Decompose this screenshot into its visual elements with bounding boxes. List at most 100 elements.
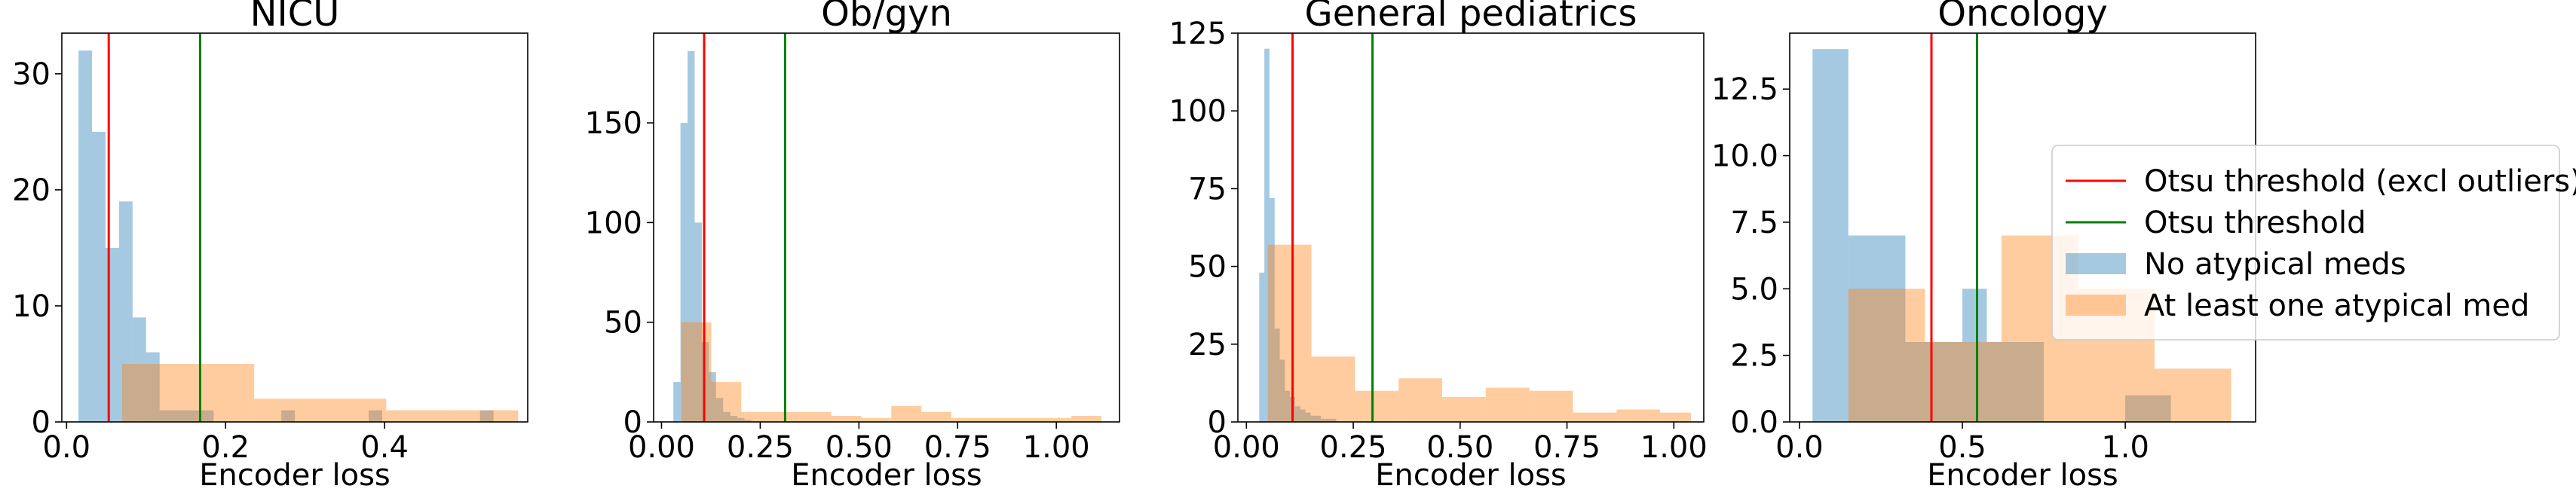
histogram-bar [1274,328,1280,422]
histogram-bar [1905,341,1963,422]
histogram-bar [1011,417,1042,422]
histogram-bar [188,363,255,422]
histogram-bar [186,410,201,422]
legend-patch-swatch [2066,253,2126,274]
x-tick-label: 0.0 [43,430,91,465]
x-tick-label: 0.75 [1533,430,1600,465]
histogram-bar [709,371,716,422]
axes-frame [1237,32,1705,423]
y-tick-label: 150 [585,106,642,141]
panel-2: 0.00 0.25 0.50 0.75 1.00 0 25 50 75 100 125 General… [1169,0,1708,493]
panel-title: Oncology [1937,0,2108,35]
histogram-bar [159,410,173,422]
histogram-bar [1962,289,1987,422]
x-axis-label: Encoder loss [199,458,391,493]
x-tick-label: 0.2 [201,430,250,465]
histogram-bar [861,417,892,422]
histogram-bar [730,416,738,422]
histogram-bar [1331,418,1337,422]
x-tick-label: 0.4 [360,430,409,465]
legend-patch-swatch [2066,295,2126,316]
histogram-bar [891,405,922,422]
x-tick-label: 0.50 [825,430,893,465]
histogram-bar [1316,415,1321,422]
histogram-bar [1573,412,1617,422]
x-tick-label: 0.75 [924,430,991,465]
histogram-bar [145,352,160,422]
histogram-bar [1294,406,1300,422]
x-tick-label: 0.0 [1775,430,1824,465]
plot-marks [1259,33,1691,422]
histogram-bar [1320,418,1326,422]
y-tick-label: 7.5 [1730,206,1778,240]
panel-title: NICU [250,0,340,35]
histogram-bar [681,322,712,422]
histogram-bar [1279,359,1285,422]
histogram-bar [680,123,688,422]
histogram-bar [694,222,702,422]
histogram-bar [1485,387,1530,422]
histogram-bar [479,410,494,422]
histogram-bar [1325,418,1331,422]
panel-title: General pediatrics [1305,0,1637,35]
axes-frame [61,32,528,423]
y-tick-label: 50 [1188,250,1227,285]
histogram-bar [200,410,214,422]
histogram-bar [132,317,146,422]
histogram-bar [673,382,681,422]
histogram-bar [921,411,951,422]
histogram-bar [723,411,731,422]
x-tick-label: 1.00 [1023,430,1090,465]
histogram-bar [715,398,724,422]
legend-box [2051,145,2560,341]
histogram-bar [1616,409,1661,422]
legend-label: Otsu threshold [2144,206,2366,240]
y-tick-label: 0 [32,405,51,440]
histogram-bar [452,410,519,422]
histogram-bar [1925,341,2002,422]
histogram-bar [1812,49,1849,422]
y-tick-label: 0 [1208,405,1227,440]
histogram-bar [741,411,772,422]
histogram-bar [1259,272,1265,422]
y-tick-label: 2.5 [1730,339,1778,374]
histogram-bar [831,416,862,422]
x-tick-label: 1.00 [1640,430,1708,465]
y-tick-label: 0 [623,405,642,440]
x-tick-label: 0.00 [1213,430,1280,465]
histogram-bar [106,247,119,422]
histogram-bar [1264,48,1270,422]
histogram-bar [2155,368,2231,422]
histogram-bar [2125,395,2171,422]
panel-title: Ob/gyn [821,0,952,35]
histogram-bar [173,410,187,422]
histogram-bar [92,131,106,422]
histogram-bar [1269,197,1275,422]
x-tick-label: 1.0 [2101,430,2149,465]
histogram-bar [320,399,387,422]
y-tick-label: 5.0 [1730,272,1778,307]
histogram-bar [386,410,452,422]
histogram-bar [771,411,801,422]
y-tick-label: 100 [585,206,642,240]
histogram-bar [1442,396,1486,422]
y-tick-label: 30 [12,57,51,92]
x-tick-label: 0.00 [628,430,695,465]
histogram-bar [1848,235,1906,422]
histogram-bar [118,201,133,422]
histogram-bar [122,363,188,422]
y-tick-label: 50 [604,306,642,341]
histogram-bar [281,410,295,422]
histogram-bar [951,417,982,422]
y-tick-label: 125 [1169,17,1227,51]
x-axis-label: Encoder loss [791,458,982,493]
legend-label: No atypical meds [2144,247,2406,282]
y-tick-label: 10.0 [1711,139,1778,174]
histogram-bar [1986,341,2045,422]
histogram-bar [1660,412,1691,422]
histogram-bar [688,50,695,422]
legend: Otsu threshold (excl outliers) Otsu thres… [2051,145,2576,341]
legend-label: Otsu threshold (excl outliers) [2144,164,2576,199]
histogram-bar [254,399,320,422]
histogram-bar [711,382,742,422]
